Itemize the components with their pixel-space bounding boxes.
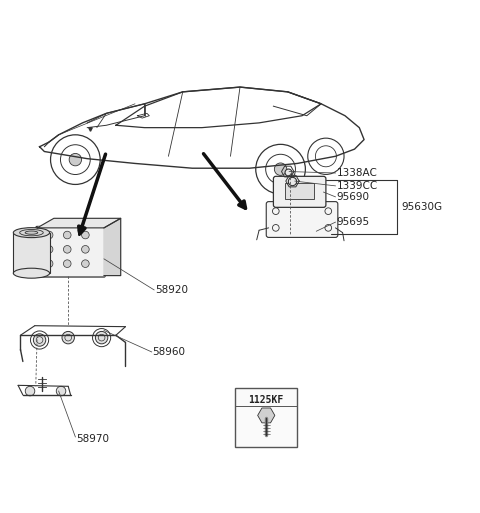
- Text: 1338AC: 1338AC: [336, 168, 377, 178]
- Text: 95695: 95695: [336, 217, 370, 227]
- Bar: [235, 388, 297, 447]
- Bar: [285, 183, 314, 199]
- Circle shape: [45, 260, 53, 267]
- Circle shape: [275, 163, 287, 175]
- Circle shape: [96, 331, 108, 344]
- Polygon shape: [104, 219, 120, 275]
- Text: 58920: 58920: [155, 285, 188, 295]
- Circle shape: [69, 153, 82, 166]
- FancyBboxPatch shape: [36, 226, 106, 277]
- Circle shape: [63, 246, 71, 253]
- Circle shape: [82, 260, 89, 267]
- Ellipse shape: [13, 228, 49, 238]
- Text: 1125KF: 1125KF: [249, 394, 284, 405]
- Circle shape: [82, 231, 89, 239]
- FancyBboxPatch shape: [266, 202, 338, 238]
- Circle shape: [62, 331, 74, 344]
- Circle shape: [82, 246, 89, 253]
- Ellipse shape: [13, 268, 49, 278]
- Circle shape: [34, 334, 46, 346]
- Polygon shape: [37, 219, 120, 228]
- Bar: [13, 232, 49, 273]
- Text: 95690: 95690: [336, 192, 370, 202]
- Text: 58970: 58970: [76, 434, 109, 444]
- Circle shape: [63, 231, 71, 239]
- Circle shape: [56, 386, 66, 396]
- Circle shape: [45, 231, 53, 239]
- Circle shape: [45, 246, 53, 253]
- Circle shape: [63, 260, 71, 267]
- FancyBboxPatch shape: [274, 176, 326, 207]
- Polygon shape: [258, 408, 275, 423]
- Ellipse shape: [25, 231, 38, 234]
- Text: 1339CC: 1339CC: [336, 181, 378, 191]
- Text: 95630G: 95630G: [401, 202, 443, 212]
- Text: 58960: 58960: [153, 347, 186, 357]
- Circle shape: [25, 386, 35, 396]
